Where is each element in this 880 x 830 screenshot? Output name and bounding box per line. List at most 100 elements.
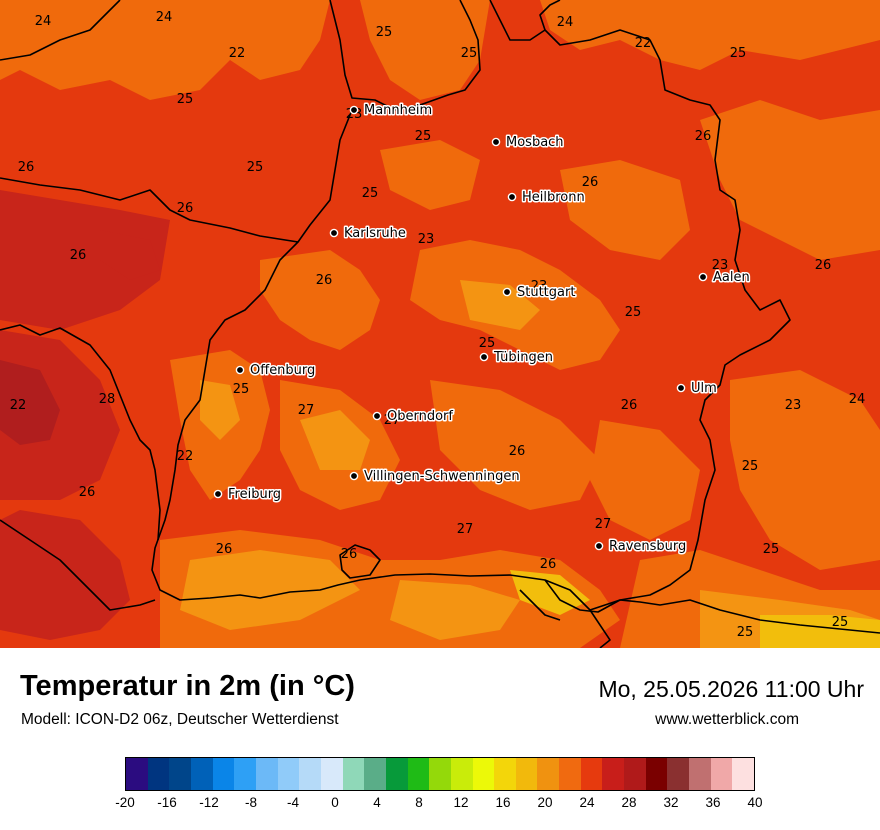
isotherm-label: 25 — [415, 129, 432, 144]
legend-swatch — [320, 758, 343, 790]
isotherm-label: 25 — [247, 160, 264, 175]
border-france — [0, 519, 156, 611]
city-label: Tübingen — [493, 350, 553, 365]
isotherm-label: 26 — [621, 398, 638, 413]
isotherm-label: 26 — [177, 201, 194, 216]
legend-tick-label: -4 — [286, 795, 300, 810]
city-dot — [329, 228, 339, 238]
legend-swatch — [234, 758, 256, 790]
border-france — [0, 324, 161, 541]
temperature-patch — [560, 160, 690, 260]
city-label: Stuttgart — [517, 285, 575, 300]
isotherm-label: 26 — [341, 547, 358, 562]
border-small — [0, 0, 121, 61]
legend-swatch — [212, 758, 235, 790]
legend-swatch — [450, 758, 473, 790]
city-marker: Heilbronn — [507, 189, 586, 207]
legend-swatch — [602, 758, 625, 790]
isotherm-label: 26 — [695, 129, 712, 144]
legend-swatch — [710, 758, 733, 790]
border-small — [339, 544, 381, 579]
isotherm-label: 27 — [298, 403, 315, 418]
isotherm-label: 26 — [509, 444, 526, 459]
city-label: Mosbach — [506, 135, 564, 150]
isotherm-label: 25 — [362, 186, 379, 201]
isotherm-label: 26 — [216, 542, 233, 557]
color-legend — [125, 757, 755, 791]
legend-swatch — [255, 758, 278, 790]
temperature-patch — [260, 250, 380, 350]
city-marker: Ulm — [676, 380, 718, 398]
legend-tick-label: 0 — [331, 795, 339, 810]
city-marker: Oberndorf — [372, 408, 455, 426]
temperature-patch — [540, 0, 880, 70]
legend-tick-label: 40 — [747, 795, 763, 810]
isotherm-label: 23 — [418, 232, 435, 247]
legend-swatch — [169, 758, 191, 790]
isotherm-label: 23 — [785, 398, 802, 413]
isotherm-label: 22 — [10, 398, 27, 413]
legend-swatch — [190, 758, 213, 790]
city-label: Freiburg — [228, 487, 281, 502]
isotherm-label: 25 — [763, 542, 780, 557]
isotherm-label: 26 — [540, 557, 557, 572]
legend-swatch — [580, 758, 603, 790]
isotherm-label: 25 — [177, 92, 194, 107]
map-title: Temperatur in 2m (in °C) — [20, 670, 355, 702]
website-link[interactable]: www.wetterblick.com — [655, 711, 799, 728]
state-border — [489, 0, 791, 611]
legend-swatch — [147, 758, 170, 790]
temperature-patch — [300, 410, 370, 470]
forecast-datetime: Mo, 25.05.2026 11:00 Uhr — [598, 676, 864, 702]
city-dot — [676, 383, 686, 393]
city-marker: Villingen-Schwenningen — [349, 468, 521, 486]
city-marker: Stuttgart — [502, 284, 577, 302]
city-label: Heilbronn — [522, 190, 585, 205]
city-dot — [491, 137, 501, 147]
legend-swatch — [537, 758, 560, 790]
legend-tick-label: -16 — [157, 795, 177, 810]
temperature-patch — [180, 550, 360, 630]
legend-swatch — [472, 758, 495, 790]
state-border — [329, 0, 481, 111]
city-label: Ulm — [691, 381, 717, 396]
legend-swatch — [689, 758, 711, 790]
legend-ticks: -20 -16 -12 -8 -4 0 4 8 12 16 20 24 28 32 36 40 — [0, 795, 880, 815]
isotherm-label: 25 — [461, 46, 478, 61]
legend-tick-label: -8 — [244, 795, 258, 810]
legend-swatch — [364, 758, 386, 790]
isotherm-label: 23 — [531, 279, 548, 294]
temperature-patch — [0, 190, 170, 330]
isotherm-label: 26 — [70, 248, 87, 263]
isotherm-label: 24 — [156, 10, 173, 25]
city-label: Mannheim — [364, 103, 432, 118]
isotherm-label: 26 — [18, 160, 35, 175]
isotherm-label: 25 — [742, 459, 759, 474]
city-label: Villingen-Schwenningen — [364, 469, 520, 484]
border-switzerland — [544, 579, 880, 634]
city-marker: Offenburg — [235, 362, 317, 380]
city-dot — [594, 541, 604, 551]
legend-swatch — [645, 758, 668, 790]
isotherm-label: 24 — [557, 15, 574, 30]
city-label: Ravensburg — [609, 539, 686, 554]
legend-swatch — [299, 758, 321, 790]
isotherm-label: 24 — [849, 392, 866, 407]
isotherm-label: 23 — [712, 258, 729, 273]
legend-tick-label: -20 — [115, 795, 135, 810]
border-lake — [589, 609, 611, 648]
city-dot — [372, 411, 382, 421]
city-marker: Tübingen — [479, 349, 555, 367]
legend-swatch — [559, 758, 581, 790]
temperature-patch — [380, 140, 480, 210]
legend-tick-label: 8 — [415, 795, 423, 810]
river-rhine — [151, 241, 591, 611]
city-marker: Mosbach — [491, 134, 565, 152]
legend-swatch — [407, 758, 430, 790]
isotherm-label: 26 — [582, 175, 599, 190]
temperature-patch — [390, 580, 520, 640]
isotherm-label: 26 — [815, 258, 832, 273]
city-label: Offenburg — [250, 363, 315, 378]
isotherm-label: 24 — [35, 14, 52, 29]
city-marker: Ravensburg — [594, 538, 688, 556]
